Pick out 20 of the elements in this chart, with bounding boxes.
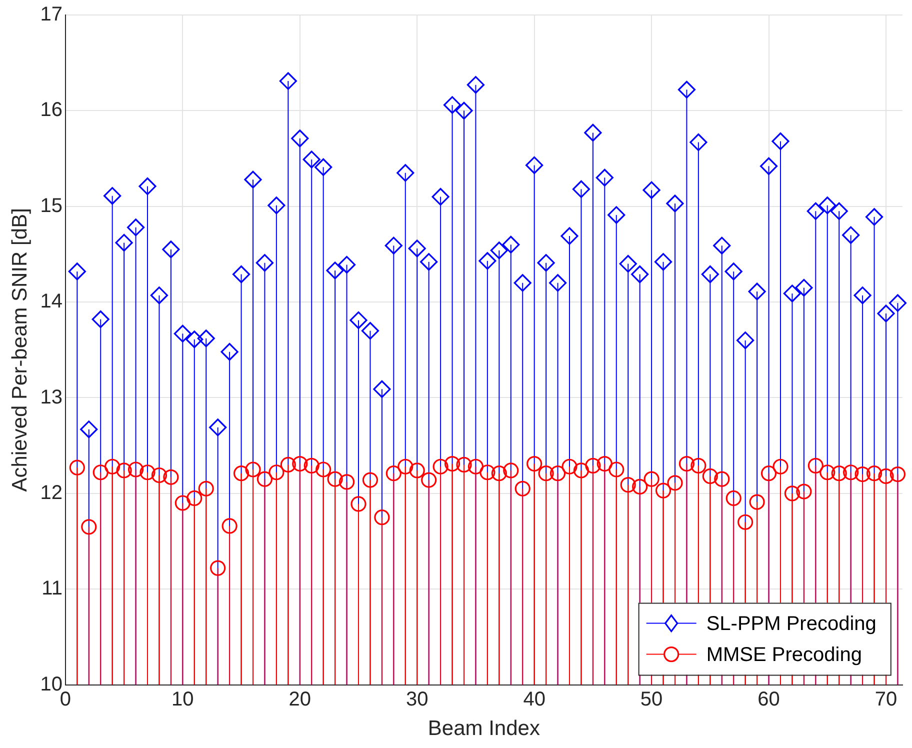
y-axis-title: Achieved Per-beam SNIR [dB] xyxy=(8,208,32,492)
y-tick-label: 16 xyxy=(40,99,62,122)
y-tick-label: 13 xyxy=(40,386,62,408)
y-tick-label: 11 xyxy=(42,578,62,600)
x-tick-label: 70 xyxy=(874,688,898,710)
x-tick-label: 20 xyxy=(288,688,312,710)
y-tick-label: 10 xyxy=(40,673,62,696)
x-tick-label: 30 xyxy=(406,688,428,710)
x-tick-label: 40 xyxy=(523,688,546,710)
x-tick-label: 60 xyxy=(758,688,780,710)
x-tick-label: 10 xyxy=(172,688,194,710)
x-tick-label: 0 xyxy=(60,688,72,710)
y-tick-label: 17 xyxy=(40,4,62,26)
y-tick-label: 15 xyxy=(40,194,62,217)
legend-label: MMSE Precoding xyxy=(706,644,862,666)
y-tick-label: 12 xyxy=(40,482,62,504)
legend-label: SL-PPM Precoding xyxy=(706,612,876,635)
y-tick-label: 14 xyxy=(40,290,62,313)
x-tick-label: 50 xyxy=(640,688,663,710)
x-axis-title: Beam Index xyxy=(428,717,540,740)
